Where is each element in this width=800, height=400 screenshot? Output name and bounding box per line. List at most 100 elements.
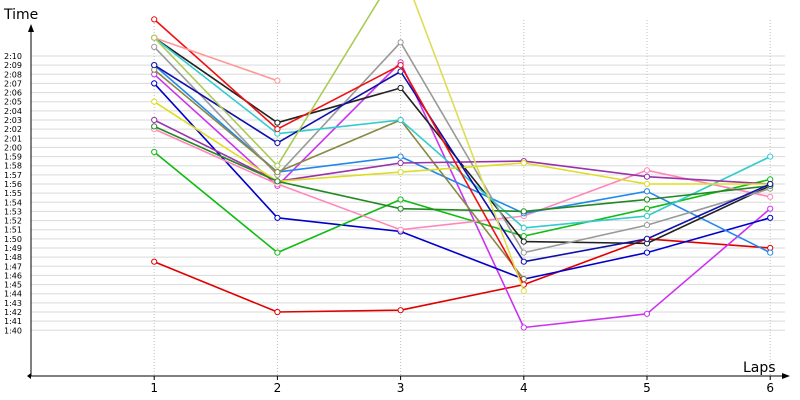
- data-point: [151, 43, 158, 51]
- y-axis-label: Time: [3, 7, 38, 23]
- y-tick-label: 1:40: [4, 326, 22, 335]
- y-tick-label: 1:56: [4, 180, 22, 189]
- series-line: [153, 41, 771, 254]
- y-tick-label: 2:02: [4, 125, 22, 134]
- series-line: [153, 125, 771, 213]
- axes: [27, 24, 790, 379]
- y-tick-label: 1:53: [4, 207, 22, 216]
- data-point: [274, 126, 281, 133]
- data-point: [274, 249, 281, 256]
- y-tick-label: 2:08: [4, 70, 22, 79]
- data-point: [151, 148, 158, 156]
- series-line: [153, 69, 525, 280]
- y-tick-label: 2:05: [4, 98, 22, 107]
- y-tick-label: 1:50: [4, 235, 22, 244]
- x-tick-labels: 1 2 3 4 5 6: [150, 381, 774, 395]
- series-14: [151, 62, 774, 265]
- data-point: [643, 196, 651, 203]
- data-point: [643, 310, 651, 317]
- y-tick-label: 1:51: [4, 226, 22, 235]
- y-tick-label: 1:41: [4, 317, 22, 326]
- y-tick-label: 1:44: [4, 290, 22, 299]
- gridlines: [31, 20, 785, 380]
- data-point: [151, 98, 158, 105]
- series-18: [413, 0, 527, 295]
- series-15: [151, 16, 527, 288]
- data-point: [767, 214, 774, 221]
- data-point: [274, 308, 281, 316]
- data-point: [520, 287, 527, 295]
- data-point: [397, 116, 404, 124]
- y-tick-label: 1:58: [4, 162, 22, 171]
- data-point: [397, 84, 404, 92]
- x-tick-label: 5: [643, 381, 651, 395]
- y-tick-label: 1:46: [4, 271, 22, 280]
- series-line: [413, 0, 525, 292]
- y-tick-label: 1:57: [4, 171, 22, 180]
- y-tick-label: 1:45: [4, 281, 22, 290]
- data-point: [397, 307, 404, 314]
- data-point: [151, 16, 158, 23]
- data-point: [767, 193, 774, 200]
- x-axis-label: Laps: [743, 360, 776, 376]
- series-line: [153, 64, 771, 263]
- data-point: [767, 180, 774, 188]
- data-point: [397, 169, 404, 176]
- data-point: [274, 214, 281, 221]
- series-8: [151, 39, 774, 256]
- data-point: [643, 249, 651, 256]
- data-point: [151, 123, 158, 130]
- x-tick-label: 1: [150, 381, 158, 395]
- data-point: [520, 238, 527, 245]
- data-point: [274, 169, 281, 176]
- y-tick-label: 1:52: [4, 217, 22, 226]
- data-point: [767, 205, 774, 212]
- y-tick-label: 1:54: [4, 198, 22, 207]
- data-point: [643, 173, 651, 180]
- y-tick-label: 1:55: [4, 189, 22, 198]
- series-line: [153, 151, 771, 254]
- data-point: [397, 68, 404, 75]
- y-axis-arrow: [28, 24, 34, 32]
- data-point: [151, 34, 158, 41]
- data-point: [151, 80, 158, 87]
- data-point: [397, 62, 404, 69]
- series-line: [153, 119, 771, 185]
- data-point: [274, 139, 281, 146]
- data-point: [274, 162, 281, 169]
- data-point: [274, 77, 281, 84]
- series-line: [153, 238, 771, 313]
- data-point: [643, 222, 651, 229]
- series-line: [153, 36, 278, 82]
- data-point: [520, 233, 527, 240]
- y-tick-label: 1:59: [4, 153, 22, 162]
- data-point: [520, 159, 527, 167]
- x-tick-label: 2: [274, 381, 282, 395]
- y-tick-label: 2:03: [4, 116, 22, 125]
- data-point: [397, 205, 404, 212]
- data-point: [397, 39, 404, 46]
- data-point: [151, 62, 158, 69]
- data-point: [520, 208, 527, 215]
- data-point: [151, 258, 158, 265]
- y-tick-label: 1:49: [4, 244, 22, 253]
- y-tick-label: 2:10: [4, 52, 22, 61]
- series-layer: [151, 0, 774, 331]
- series-line: [153, 82, 771, 280]
- data-point: [520, 324, 527, 331]
- data-point: [274, 178, 281, 185]
- y-tick-label: 1:42: [4, 308, 22, 317]
- data-point: [274, 119, 281, 126]
- data-point: [397, 226, 404, 233]
- data-point: [643, 180, 651, 188]
- data-point: [397, 196, 404, 203]
- y-tick-label: 2:01: [4, 134, 22, 143]
- y-tick-label: 2:09: [4, 61, 22, 70]
- y-tick-label: 1:48: [4, 253, 22, 262]
- data-point: [643, 205, 651, 212]
- y-tick-label: 2:06: [4, 89, 22, 98]
- origin-marker: [27, 373, 31, 379]
- data-point: [520, 249, 527, 256]
- series-4: [151, 148, 774, 256]
